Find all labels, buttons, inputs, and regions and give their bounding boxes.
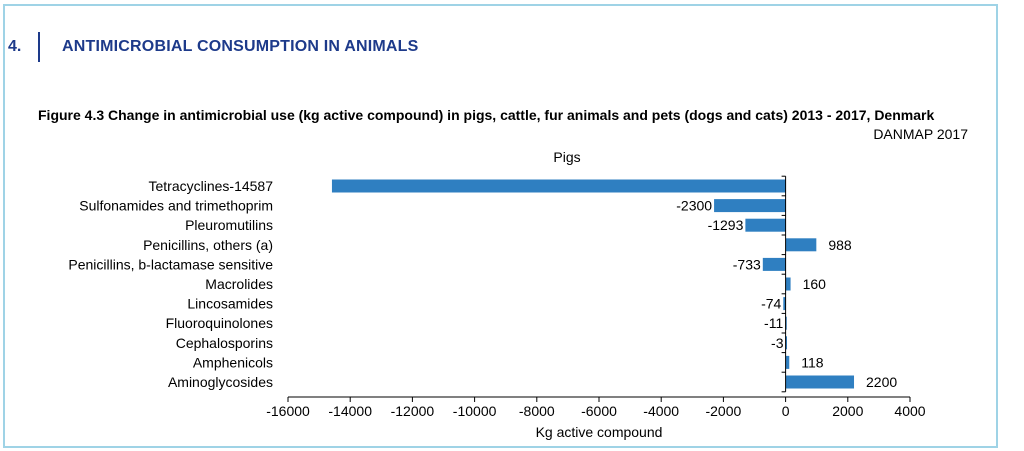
bar [745, 218, 786, 232]
x-tick-label: -4000 [643, 403, 679, 419]
category-label: Aminoglycosides [168, 374, 273, 390]
category-label: Pleuromutilins [185, 217, 273, 233]
data-label: -2300 [676, 198, 712, 214]
category-label: Sulfonamides and trimethoprim [79, 198, 273, 214]
category-label: Tetracyclines-14587 [148, 178, 273, 194]
bar [785, 277, 791, 291]
data-label: 2200 [866, 374, 897, 390]
category-label: Cephalosporins [176, 335, 273, 351]
category-label: Lincosamides [187, 296, 273, 312]
figure-frame [3, 4, 998, 448]
bar [762, 257, 786, 271]
x-tick-label: -2000 [705, 403, 741, 419]
x-axis-label: Kg active compound [536, 424, 663, 440]
x-tick-label: 4000 [894, 403, 925, 419]
data-label: 160 [803, 276, 827, 292]
category-label: Penicillins, others (a) [143, 237, 273, 253]
data-label: -1293 [708, 217, 744, 233]
x-tick-label: -14000 [328, 403, 372, 419]
x-tick-label: -16000 [266, 403, 310, 419]
bar [785, 238, 817, 252]
x-tick-label: -6000 [581, 403, 617, 419]
data-label: -3 [771, 335, 784, 351]
category-label: Penicillins, b-lactamase sensitive [68, 256, 273, 272]
bar [331, 179, 786, 193]
bar [785, 355, 790, 369]
figure-caption: Figure 4.3 Change in antimicrobial use (… [38, 107, 935, 123]
x-tick-label: -12000 [391, 403, 435, 419]
section-title: ANTIMICROBIAL CONSUMPTION IN ANIMALS [62, 38, 419, 55]
section-divider [38, 32, 40, 62]
data-label: -74 [761, 296, 781, 312]
bar [785, 375, 855, 389]
figure-source: DANMAP 2017 [873, 126, 968, 142]
category-label: Amphenicols [193, 354, 273, 370]
x-tick-label: 0 [782, 403, 790, 419]
category-label: Macrolides [205, 276, 273, 292]
data-label: 988 [828, 237, 852, 253]
x-tick-label: -8000 [519, 403, 555, 419]
x-tick-label: 2000 [832, 403, 863, 419]
bar [714, 199, 786, 213]
data-label: -733 [733, 256, 761, 272]
section-number: 4. [8, 38, 22, 55]
bar [783, 297, 786, 311]
category-label: Fluoroquinolones [166, 315, 273, 331]
bar [785, 336, 788, 350]
data-label: 118 [801, 354, 824, 370]
chart-title: Pigs [553, 149, 580, 165]
x-tick-label: -10000 [453, 403, 497, 419]
data-label: -11 [764, 315, 783, 331]
